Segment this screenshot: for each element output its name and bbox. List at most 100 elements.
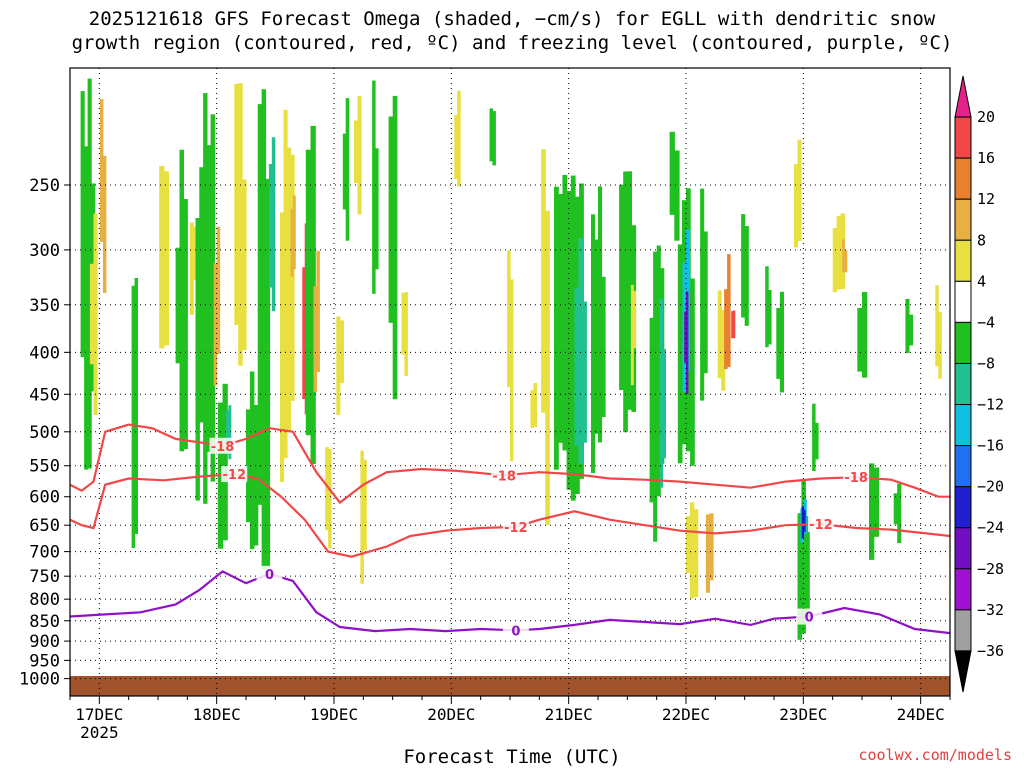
omega-shade-cell (705, 514, 710, 593)
omega-shade-cell (731, 311, 734, 339)
omega-shade-cell (283, 109, 288, 459)
omega-shade-cell (578, 238, 583, 464)
colorbar-segment (954, 404, 972, 447)
omega-shade-cell (175, 247, 181, 364)
omega-shade-cell (693, 509, 699, 597)
omega-shade-cell (238, 83, 243, 366)
omega-shade-cell (793, 164, 798, 248)
contour-label-bg (256, 565, 283, 582)
omega-shade-cell (566, 190, 572, 490)
omega-shade-cell (290, 154, 295, 401)
omega-shade-cell (938, 312, 942, 379)
omega-shade-cell (328, 448, 332, 548)
omega-shade-cell (803, 509, 806, 532)
omega-shade-cell (893, 493, 898, 525)
y-tick-label: 250 (29, 176, 60, 196)
omega-shade-cell (677, 244, 683, 464)
omega-shade-cell (203, 93, 208, 504)
omega-shade-cell (669, 131, 675, 215)
omega-shade-cell (249, 371, 255, 550)
omega-shade-cell (292, 195, 296, 270)
omega-shade-cell (842, 239, 845, 272)
omega-shade-cell (163, 171, 170, 346)
dgz_m12-label: -12 (504, 521, 528, 536)
omega-shade-cell (392, 95, 398, 400)
colorbar-label: −24 (977, 519, 1004, 537)
colorbar-segment (954, 198, 972, 241)
omega-shade-cell (193, 226, 198, 280)
omega-shade-cell (570, 175, 576, 501)
source-credit[interactable]: coolwx.com/models (858, 746, 1012, 764)
omega-shade-cell (87, 78, 92, 469)
dgz_m18-label: -18 (211, 440, 235, 455)
y-tick-label: 700 (29, 543, 60, 563)
omega-shade-cell (336, 316, 341, 415)
omega-shade-cell (709, 513, 714, 581)
omega-shade-cell (659, 298, 664, 488)
omega-shade-cell (302, 267, 306, 399)
omega-shade-cell (99, 99, 104, 242)
colorbar-segment (954, 280, 972, 323)
omega-shade-cell (686, 516, 691, 574)
omega-shade-cell (93, 213, 98, 415)
colorbar-label: −20 (977, 478, 1004, 496)
x-tick-label: 18DEC (193, 705, 241, 724)
omega-shade-cell (776, 308, 781, 379)
omega-shade-cell (857, 307, 863, 372)
y-tick-label: 500 (29, 423, 60, 443)
dgz_m18-contour (70, 423, 950, 505)
omega-shade-cell (689, 502, 695, 599)
omega-shade-cell (353, 120, 358, 183)
contour-label-bg (796, 608, 823, 625)
omega-shade-cell (897, 483, 902, 543)
contour-label-bg (502, 518, 529, 535)
omega-shade-cell (905, 298, 910, 354)
omega-shade-cell (656, 245, 661, 497)
colorbar-label: −28 (977, 560, 1004, 578)
dgz_m18-label: -18 (492, 469, 516, 484)
omega-shade-cell (862, 292, 868, 378)
y-tick-label: 900 (29, 632, 60, 652)
omega-shade-cell (357, 96, 362, 215)
colorbar-segment (954, 527, 972, 570)
omega-shade-cell (195, 218, 200, 501)
omega-shade-cell (372, 80, 376, 294)
omega-shade-cell (727, 254, 731, 368)
y-tick-label: 850 (29, 612, 60, 632)
omega-shade-cell (454, 115, 458, 179)
omega-shade-cell (768, 290, 772, 345)
omega-shade-cell (935, 285, 939, 367)
omega-shade-cell (703, 231, 708, 374)
y-tick-label: 650 (29, 516, 60, 536)
omega-shade-cell (360, 450, 364, 584)
omega-shade-cell (721, 310, 726, 391)
omega-shade-cell (619, 184, 624, 390)
omega-shade-cell (558, 194, 563, 443)
omega-shade-cell (717, 290, 722, 379)
colorbar-label: −4 (977, 313, 995, 331)
omega-shade-cell (179, 149, 184, 452)
chart-title-line-1: 2025121618 GFS Forecast Omega (shaded, −… (88, 8, 936, 30)
colorbar-label: 4 (977, 272, 986, 290)
omega-shade-cell (316, 250, 320, 373)
omega-shade-cell (261, 89, 267, 570)
omega-shade-cell (844, 250, 848, 273)
omega-shade-cell (562, 174, 568, 451)
y-tick-label: 800 (29, 590, 60, 610)
omega-shade-cell (388, 116, 394, 323)
omega-shade-cell (234, 83, 239, 326)
omega-shade-cell (345, 98, 350, 241)
omega-shade-cell (545, 210, 550, 525)
colorbar-top-triangle (954, 75, 972, 118)
omega-shade-cell (741, 214, 746, 318)
omega-shade-cell (836, 216, 842, 290)
dgz_m18-label: -18 (844, 471, 868, 486)
omega-shade-cell (653, 251, 658, 542)
omega-shade-cell (246, 409, 251, 523)
frz_0-label: 0 (511, 624, 520, 639)
omega-shade-cell (222, 383, 228, 541)
x-tick-label: 22DEC (662, 705, 710, 724)
colorbar-segment (954, 157, 972, 200)
omega-shade-cell (265, 178, 271, 568)
